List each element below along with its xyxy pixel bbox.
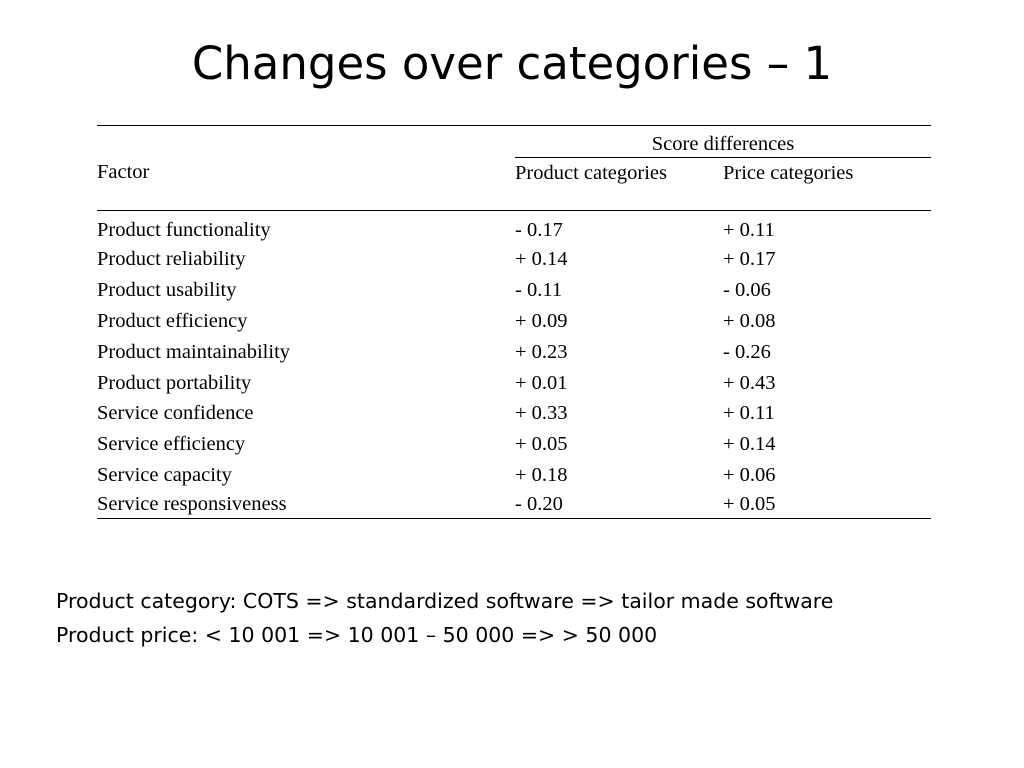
product-categories-cell: + 0.14 xyxy=(515,248,568,271)
table-group-header-empty xyxy=(97,125,515,158)
slide-title: Changes over categories – 1 xyxy=(191,37,833,90)
product-category-note: Product category: COTS => standardized s… xyxy=(56,589,834,613)
table-row: Product functionality - 0.17 + 0.11 xyxy=(97,211,931,245)
factor-cell: Service confidence xyxy=(97,402,254,425)
product-categories-cell: + 0.09 xyxy=(515,309,568,332)
table-group-header-row: Score differences xyxy=(97,125,932,158)
price-categories-cell: + 0.11 xyxy=(723,402,775,425)
product-categories-cell: - 0.17 xyxy=(515,219,563,241)
category-notes: Product category: COTS => standardized s… xyxy=(56,584,996,652)
factor-cell: Service efficiency xyxy=(97,433,246,456)
product-categories-cell: + 0.23 xyxy=(515,340,568,363)
product-price-note: Product price: < 10 001 => 10 001 – 50 0… xyxy=(56,623,658,647)
factor-cell: Product efficiency xyxy=(97,309,248,332)
table-body: Product functionality - 0.17 + 0.11 Product… xyxy=(97,211,932,520)
table-header-row: Factor Product categories Price categori… xyxy=(97,158,931,189)
table-header-rule xyxy=(97,188,932,211)
product-categories-cell: + 0.33 xyxy=(515,402,568,425)
table-row: Service confidence + 0.33 + 0.11 xyxy=(97,398,931,429)
factor-cell: Product portability xyxy=(97,371,252,394)
score-differences-header: Score differences xyxy=(515,125,932,158)
table-row: Product maintainability + 0.23 - 0.26 xyxy=(97,336,931,367)
score-differences-table-container: Score differences Factor Product categor… xyxy=(97,125,932,520)
product-categories-cell: - 0.20 xyxy=(515,490,723,520)
price-categories-cell: - 0.26 xyxy=(723,340,771,363)
table-row: Product efficiency + 0.09 + 0.08 xyxy=(97,306,931,337)
column-header-factor: Factor xyxy=(97,161,150,184)
product-categories-cell: + 0.01 xyxy=(515,371,568,394)
table-row: Service efficiency + 0.05 + 0.14 xyxy=(97,429,931,460)
factor-cell: Service responsiveness xyxy=(97,490,515,520)
table-row: Product reliability + 0.14 + 0.17 xyxy=(97,244,931,275)
price-categories-cell: + 0.08 xyxy=(723,309,776,332)
price-categories-cell: + 0.14 xyxy=(723,433,776,456)
table-row: Product usability - 0.11 - 0.06 xyxy=(97,275,931,306)
price-categories-cell: - 0.06 xyxy=(723,279,771,302)
price-categories-cell: + 0.05 xyxy=(723,490,932,520)
factor-cell: Product reliability xyxy=(97,248,246,271)
column-header-product-categories: Product categories xyxy=(515,161,667,184)
factor-cell: Product usability xyxy=(97,279,237,302)
score-differences-table: Score differences Factor Product categor… xyxy=(97,125,932,520)
table-row: Service responsiveness - 0.20 + 0.05 xyxy=(97,490,932,520)
column-header-price-categories: Price categories xyxy=(723,161,854,184)
factor-cell: Product maintainability xyxy=(97,340,291,363)
table-row: Product portability + 0.01 + 0.43 xyxy=(97,367,931,398)
factor-cell: Product functionality xyxy=(97,219,271,241)
price-categories-cell: + 0.43 xyxy=(723,371,776,394)
product-categories-cell: + 0.05 xyxy=(515,433,568,456)
price-categories-cell: + 0.17 xyxy=(723,248,776,271)
table-row: Service capacity + 0.18 + 0.06 xyxy=(97,460,931,491)
product-categories-cell: - 0.11 xyxy=(515,279,563,302)
price-categories-cell: + 0.11 xyxy=(723,219,775,241)
price-categories-cell: + 0.06 xyxy=(723,463,776,486)
product-categories-cell: + 0.18 xyxy=(515,463,568,486)
factor-cell: Service capacity xyxy=(97,463,232,486)
